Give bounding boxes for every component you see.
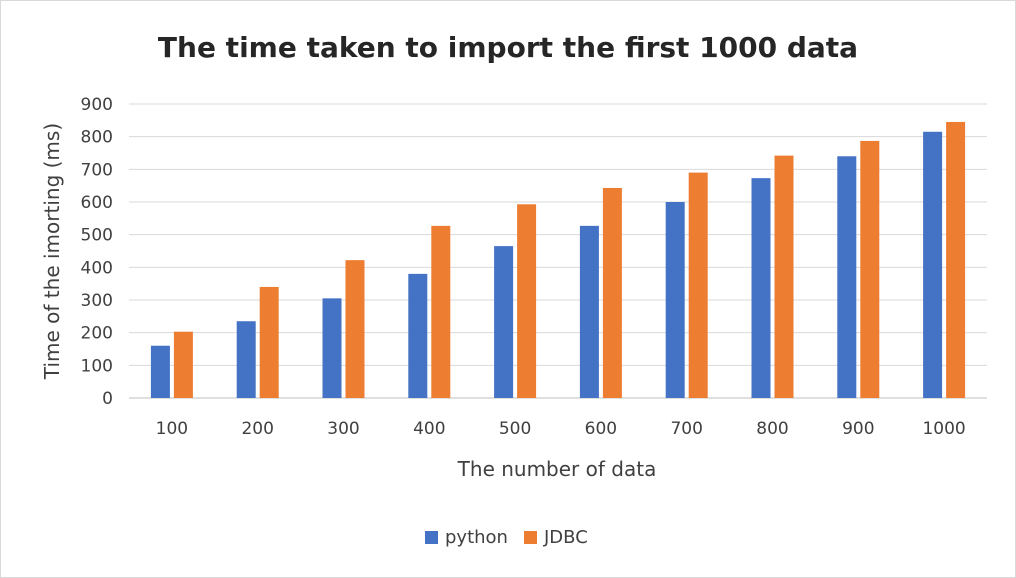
bar-python-800: [751, 178, 771, 398]
bar-python-100: [150, 345, 170, 398]
legend-label-jdbc: JDBC: [543, 527, 588, 548]
bar-jdbc-900: [860, 140, 880, 398]
x-tick-label: 700: [670, 419, 702, 439]
y-tick-label: 500: [81, 226, 113, 246]
x-tick-label: 200: [241, 419, 273, 439]
bar-python-200: [236, 321, 256, 398]
bar-jdbc-400: [431, 225, 451, 398]
x-tick-label: 1000: [922, 419, 965, 439]
gridlines: [129, 103, 987, 399]
legend: python JDBC: [425, 527, 588, 548]
bar-python-700: [665, 202, 685, 398]
y-tick-label: 600: [81, 193, 113, 213]
x-axis-label: The number of data: [457, 457, 657, 481]
y-axis-label: Time of the imorting (ms): [40, 123, 64, 380]
x-tick-label: 100: [156, 419, 188, 439]
bar-jdbc-200: [259, 286, 279, 398]
bar-python-900: [837, 156, 857, 398]
x-axis-ticks: 100 200 300 400 500 600 700 800 900 1000: [156, 419, 966, 439]
y-tick-label: 100: [81, 356, 113, 376]
legend-swatch-python: [425, 531, 438, 544]
bar-python-600: [579, 225, 599, 398]
x-tick-label: 500: [499, 419, 531, 439]
bar-jdbc-300: [345, 260, 365, 398]
bar-jdbc-800: [774, 155, 794, 398]
x-tick-label: 800: [756, 419, 788, 439]
y-tick-label: 0: [102, 389, 113, 409]
bar-jdbc-700: [688, 172, 708, 398]
bar-jdbc-100: [173, 331, 193, 398]
bars: [150, 121, 966, 398]
bar-jdbc-1000: [946, 121, 966, 398]
bar-python-500: [494, 246, 514, 398]
y-tick-label: 700: [81, 160, 113, 180]
bar-python-400: [408, 273, 428, 398]
chart-title: The time taken to import the first 1000 …: [158, 31, 858, 64]
legend-label-python: python: [445, 527, 508, 548]
x-tick-label: 900: [842, 419, 874, 439]
y-tick-label: 200: [81, 324, 113, 344]
y-tick-label: 900: [81, 95, 113, 115]
bar-jdbc-600: [602, 187, 622, 398]
x-tick-label: 300: [327, 419, 359, 439]
x-tick-label: 600: [585, 419, 617, 439]
y-tick-label: 300: [81, 291, 113, 311]
legend-swatch-jdbc: [524, 531, 537, 544]
y-tick-label: 800: [81, 128, 113, 148]
y-tick-label: 400: [81, 258, 113, 278]
bar-python-300: [322, 298, 342, 398]
bar-jdbc-500: [517, 204, 537, 398]
x-tick-label: 400: [413, 419, 445, 439]
y-axis-ticks: 0 100 200 300 400 500 600 700 800 900: [81, 95, 113, 409]
bar-python-1000: [923, 131, 943, 398]
